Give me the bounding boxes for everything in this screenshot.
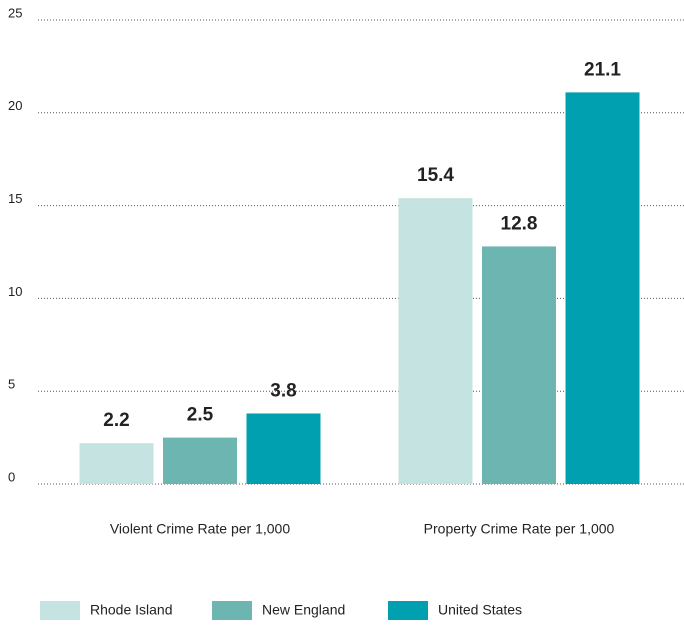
legend-label: New England <box>262 602 345 618</box>
y-tick-label: 0 <box>8 469 15 484</box>
y-tick-label: 25 <box>8 5 22 20</box>
y-tick-label: 20 <box>8 98 22 113</box>
legend-label: Rhode Island <box>90 602 173 618</box>
legend-swatch <box>40 601 80 620</box>
bar <box>79 443 154 484</box>
bar <box>163 437 237 484</box>
legend-swatch <box>212 601 252 620</box>
bar <box>482 246 556 484</box>
y-tick-label: 10 <box>8 284 22 299</box>
data-label: 21.1 <box>584 59 621 80</box>
bar <box>398 198 473 484</box>
data-label: 2.5 <box>187 405 214 426</box>
data-label: 15.4 <box>417 165 454 186</box>
data-label: 2.2 <box>103 410 129 431</box>
data-label: 3.8 <box>270 380 296 401</box>
x-tick-label: Violent Crime Rate per 1,000 <box>110 521 290 537</box>
bar <box>246 413 321 484</box>
legend-swatch <box>388 601 428 620</box>
data-label: 12.8 <box>501 213 538 234</box>
y-tick-label: 15 <box>8 191 22 206</box>
legend-label: United States <box>438 602 522 618</box>
y-tick-label: 5 <box>8 377 15 392</box>
x-tick-label: Property Crime Rate per 1,000 <box>424 521 615 537</box>
bar <box>565 92 640 484</box>
